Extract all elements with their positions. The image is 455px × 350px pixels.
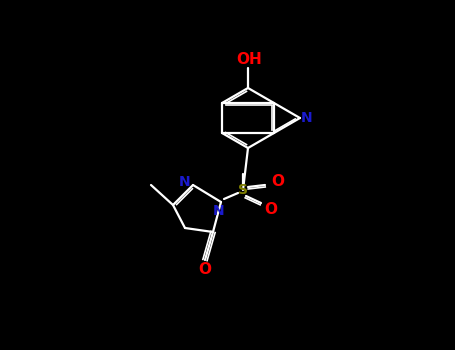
Text: S: S: [238, 183, 248, 197]
Text: N: N: [213, 204, 225, 218]
Text: O: O: [198, 262, 212, 278]
Text: O: O: [272, 175, 284, 189]
Text: N: N: [301, 111, 313, 125]
Text: N: N: [179, 175, 191, 189]
Text: O: O: [264, 203, 278, 217]
Text: OH: OH: [236, 52, 262, 68]
